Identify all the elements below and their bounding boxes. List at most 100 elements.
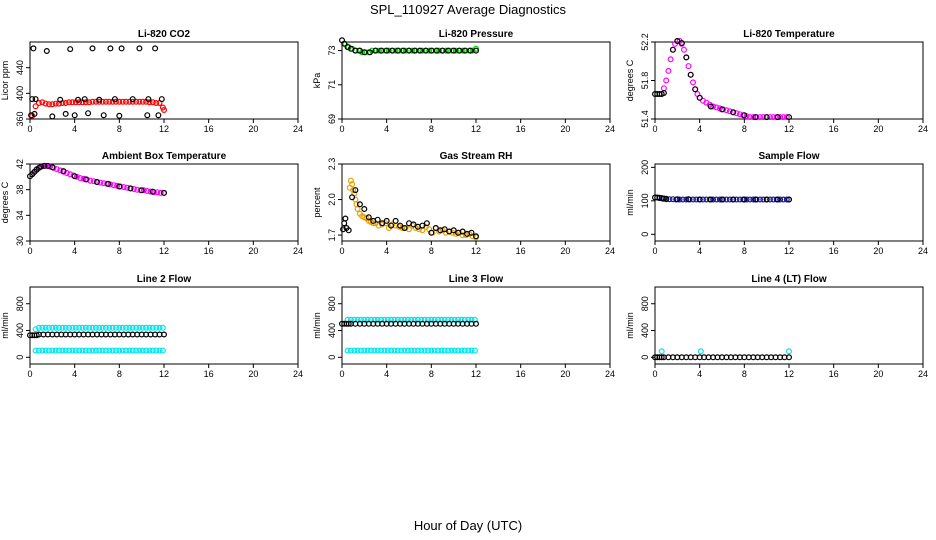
y-axis-label: degrees C [0, 181, 10, 223]
y-tick-label: 400 [327, 323, 337, 338]
data-point [102, 98, 109, 105]
data-point [161, 331, 168, 338]
series-1 [32, 324, 166, 333]
data-point [401, 225, 408, 232]
data-point [129, 98, 136, 105]
data-point [71, 112, 78, 119]
data-point [381, 347, 388, 354]
data-point [49, 347, 56, 354]
panel-title: Line 3 Flow [449, 274, 504, 285]
data-point [81, 96, 88, 103]
y-axis-label: Licor ppm [0, 61, 10, 101]
data-point [74, 96, 81, 103]
data-point [400, 47, 407, 54]
data-point [96, 347, 103, 354]
x-tick-label: 24 [293, 246, 303, 256]
data-point [156, 324, 163, 331]
data-point [35, 324, 42, 331]
data-point [133, 324, 140, 331]
data-point [89, 45, 96, 52]
data-point [398, 347, 405, 354]
data-point [428, 316, 435, 323]
data-point [783, 196, 790, 203]
data-point [401, 316, 408, 323]
y-tick-label: 100 [640, 193, 650, 208]
data-point [156, 347, 163, 354]
data-point [383, 47, 390, 54]
x-tick-label: 12 [784, 246, 794, 256]
x-tick-label: 12 [159, 369, 169, 379]
data-point [342, 215, 349, 222]
data-point [378, 47, 385, 54]
panel-2: Li-820 Pressure kPa 0 4 8 12 16 20 24 69 71 73 [312, 29, 615, 134]
data-point [389, 47, 396, 54]
data-point [139, 98, 146, 105]
panel-title: Gas Stream RH [440, 151, 513, 162]
x-tick-label: 20 [248, 246, 258, 256]
panel-title: Line 2 Flow [137, 274, 192, 285]
data-point [368, 347, 375, 354]
data-point [110, 182, 117, 189]
data-point [763, 114, 770, 121]
data-point [366, 49, 373, 56]
data-point [392, 217, 399, 224]
data-point [86, 99, 93, 106]
data-point [90, 178, 97, 185]
x-tick-label: 4 [72, 369, 77, 379]
data-point [785, 354, 792, 361]
data-point [92, 324, 99, 331]
data-point [356, 201, 363, 208]
data-point [374, 216, 381, 223]
data-point [409, 47, 416, 54]
data-point [375, 47, 382, 54]
data-point [766, 114, 773, 121]
series-2 [651, 354, 792, 361]
data-point [42, 347, 49, 354]
data-point [371, 347, 378, 354]
data-point [345, 320, 352, 327]
data-point [149, 188, 156, 195]
x-tick-label: 4 [384, 124, 389, 134]
data-point [665, 67, 672, 74]
y-tick-label: 42 [15, 159, 25, 169]
data-point [92, 347, 99, 354]
data-point [741, 112, 748, 119]
x-tick-label: 16 [829, 246, 839, 256]
data-point [696, 94, 703, 101]
data-point [783, 114, 790, 121]
data-point [116, 98, 123, 105]
data-point [433, 47, 440, 54]
data-point [93, 179, 100, 186]
series-1 [658, 348, 792, 355]
data-point [97, 179, 104, 186]
data-point [392, 47, 399, 54]
data-point [374, 316, 381, 323]
x-tick-label: 8 [117, 246, 122, 256]
y-tick-label: 38 [15, 185, 25, 195]
series-2 [651, 194, 792, 203]
data-point [159, 347, 166, 354]
data-point [785, 196, 792, 203]
y-tick-label: 30 [15, 236, 25, 246]
series-2 [32, 347, 166, 354]
data-point [52, 100, 59, 107]
data-point [473, 233, 480, 240]
data-point [450, 47, 457, 54]
data-point [60, 168, 67, 175]
data-point [111, 96, 118, 103]
data-point [45, 101, 52, 108]
data-point [146, 99, 153, 106]
data-point [679, 196, 686, 203]
data-point [139, 347, 146, 354]
y-tick-label: 2.0 [327, 193, 337, 206]
data-point [465, 347, 472, 354]
data-point [361, 316, 368, 323]
data-point [122, 347, 129, 354]
y-axis-label: ml/min [0, 312, 10, 339]
data-point [96, 96, 103, 103]
data-point [67, 46, 74, 53]
data-point [96, 324, 103, 331]
y-axis-label: percent [312, 187, 322, 218]
data-point [660, 89, 667, 96]
x-tick-label: 20 [873, 369, 883, 379]
